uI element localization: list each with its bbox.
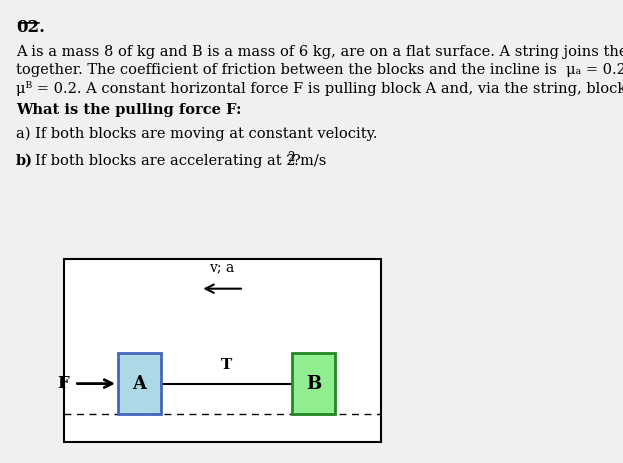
Text: A is a mass 8 of kg and B is a mass of 6 kg, are on a flat surface. A string joi: A is a mass 8 of kg and B is a mass of 6… xyxy=(16,45,623,59)
Text: 02.: 02. xyxy=(16,19,45,36)
Bar xyxy=(118,353,161,414)
Text: T: T xyxy=(221,358,232,372)
Bar xyxy=(64,259,381,442)
Text: A: A xyxy=(133,375,146,393)
Text: a) If both blocks are moving at constant velocity.: a) If both blocks are moving at constant… xyxy=(16,126,378,141)
Text: b): b) xyxy=(16,154,33,168)
Text: If both blocks are accelerating at 2 m/s: If both blocks are accelerating at 2 m/s xyxy=(36,154,326,168)
Text: ?: ? xyxy=(293,154,300,168)
Text: F: F xyxy=(57,375,69,392)
Text: B: B xyxy=(306,375,321,393)
Text: μᴮ = 0.2. A constant horizontal force F is pulling block A and, via the string, : μᴮ = 0.2. A constant horizontal force F … xyxy=(16,81,623,96)
Text: 2: 2 xyxy=(287,151,295,164)
Text: together. The coefficient of friction between the blocks and the incline is  μₐ : together. The coefficient of friction be… xyxy=(16,63,623,77)
Bar xyxy=(292,353,335,414)
Text: What is the pulling force F:: What is the pulling force F: xyxy=(16,102,241,117)
Text: v; a: v; a xyxy=(209,260,235,274)
